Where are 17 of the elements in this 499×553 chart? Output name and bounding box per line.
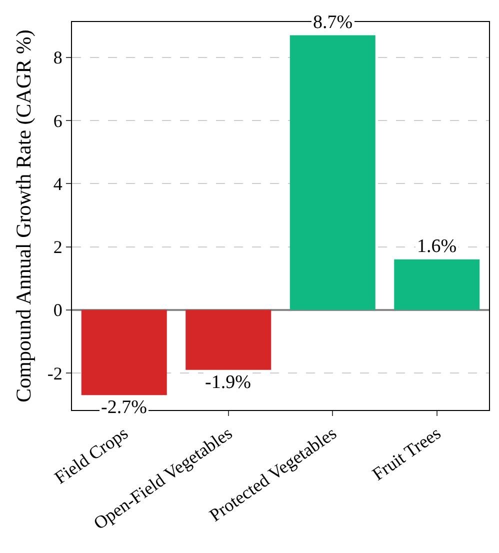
data-label: 1.6%: [417, 236, 457, 257]
x-tick-label: Fruit Trees: [368, 422, 444, 484]
bar: [394, 259, 480, 310]
data-label: -2.7%: [101, 397, 148, 418]
y-tick-label: 6: [53, 110, 62, 131]
y-tick-label: 2: [53, 237, 62, 258]
y-tick-label: 0: [53, 300, 62, 320]
data-label: -1.9%: [205, 372, 252, 393]
x-tick-label: Field Crops: [50, 422, 132, 488]
y-tick-label: 8: [53, 48, 62, 68]
bar: [186, 310, 272, 370]
bar: [81, 310, 167, 396]
bar: [290, 35, 376, 310]
y-tick-label: 4: [53, 174, 62, 194]
y-tick-label: -2: [47, 363, 62, 384]
y-axis-title: Compound Annual Growth Rate (CAGR %): [12, 30, 36, 402]
data-label: 8.7%: [313, 12, 353, 33]
